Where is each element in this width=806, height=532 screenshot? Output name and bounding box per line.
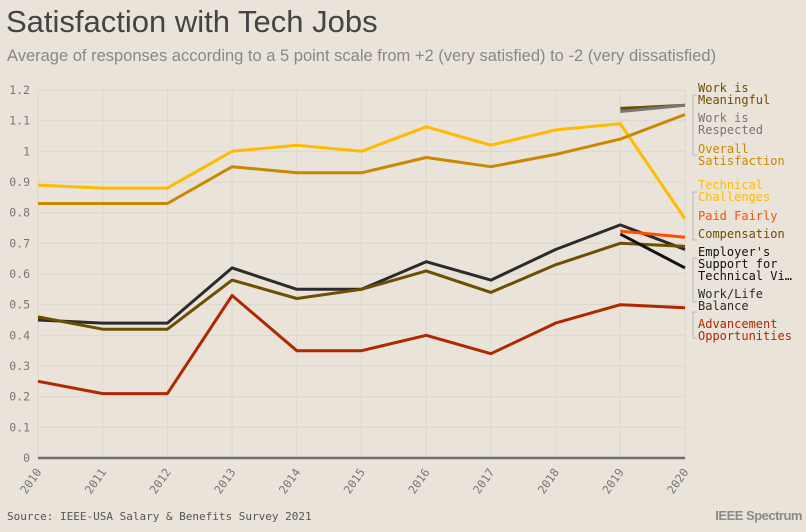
series-label: Employer's Support for Technical Vi… <box>698 245 792 283</box>
label-bracket <box>692 311 697 339</box>
series-label-line: Opportunities <box>698 329 792 343</box>
label-bracket <box>692 257 697 303</box>
series-label-line: Technical Vi… <box>698 269 792 283</box>
series-label-line: Work/Life <box>698 287 763 301</box>
series-label-line: Paid Fairly <box>698 209 777 223</box>
y-tick-label: 0.4 <box>9 328 30 342</box>
label-bracket <box>692 94 697 156</box>
series-label-line: Support for <box>698 257 777 271</box>
series-label-line: Work is <box>698 111 749 125</box>
x-tick-label: 2017 <box>470 466 497 497</box>
series-label-line: Technical <box>698 178 763 192</box>
series-label: Overall Satisfaction <box>698 142 785 168</box>
series-label: Compensation <box>698 227 785 241</box>
y-tick-label: 0.2 <box>9 390 30 404</box>
series-label-line: Meaningful <box>698 93 770 107</box>
series-line-overall-satisfaction <box>38 113 686 205</box>
series-line-advancement-opportunities <box>37 294 686 396</box>
series-label-line: Satisfaction <box>698 154 785 168</box>
series-label: Paid Fairly <box>698 209 777 223</box>
x-tick-label: 2012 <box>146 466 173 497</box>
x-tick-label: 2011 <box>82 466 109 497</box>
series-label: Work is Meaningful <box>698 81 770 107</box>
chart-title: Satisfaction with Tech Jobs <box>6 4 378 39</box>
series-line-paid-fairly <box>620 229 686 239</box>
series-line-technical-challenges <box>37 122 687 220</box>
series-label-line: Compensation <box>698 227 785 241</box>
y-tick-label: 1 <box>23 144 30 158</box>
x-tick-label: 2010 <box>17 466 44 497</box>
x-tick-label: 2018 <box>535 466 562 497</box>
series-label-line: Work is <box>698 81 749 95</box>
series-line-work-is-respected <box>620 103 686 113</box>
y-tick-label: 1.2 <box>9 83 30 97</box>
series-label: Technical Challenges <box>698 178 770 204</box>
y-tick-label: 0.3 <box>9 359 30 373</box>
x-tick-label: 2015 <box>341 466 368 497</box>
y-tick-label: 0.1 <box>9 420 30 434</box>
label-bracket <box>692 191 697 241</box>
x-tick-label: 2016 <box>405 466 432 497</box>
y-tick-label: 0 <box>23 451 30 465</box>
ieee-spectrum-logo: IEEE Spectrum <box>715 508 802 523</box>
chart-subtitle: Average of responses according to a 5 po… <box>7 47 717 65</box>
series-label-line: Advancement <box>698 317 777 331</box>
y-tick-label: 0.5 <box>9 298 30 312</box>
y-tick-label: 0.7 <box>9 236 30 250</box>
x-tick-label: 2020 <box>664 466 691 497</box>
x-tick-label: 2013 <box>211 466 238 497</box>
series-label-line: Challenges <box>698 190 770 204</box>
series-label-line: Overall <box>698 142 749 156</box>
y-tick-label: 0.6 <box>9 267 30 281</box>
series-label: Work/Life Balance <box>698 287 763 313</box>
series-label: Advancement Opportunities <box>698 317 792 343</box>
x-tick-label: 2014 <box>276 466 303 497</box>
y-tick-label: 1.1 <box>9 114 30 128</box>
series-label-line: Respected <box>698 123 763 137</box>
series-line-employer-s-support-for-technical-vi- <box>619 232 686 270</box>
x-tick-label: 2019 <box>599 466 626 497</box>
series-label: Work is Respected <box>698 111 763 137</box>
series-label-line: Employer's <box>698 245 770 259</box>
series-line-compensation <box>37 241 686 331</box>
y-tick-label: 0.8 <box>9 206 30 220</box>
series-label-line: Balance <box>698 299 749 313</box>
source-note: Source: IEEE-USA Salary & Benefits Surve… <box>7 510 312 523</box>
y-tick-label: 0.9 <box>9 175 30 189</box>
